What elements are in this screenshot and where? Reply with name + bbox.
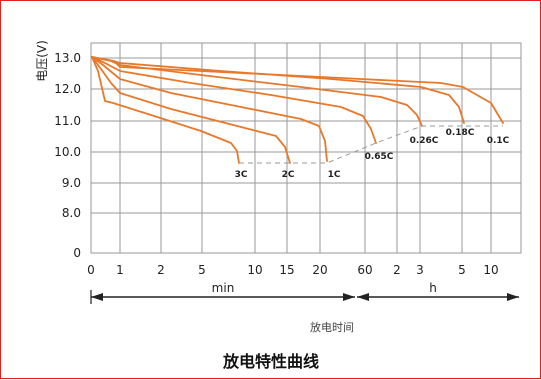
x-unit-spans: min h — [90, 281, 519, 304]
y-tick-label: 11.0 — [54, 114, 81, 128]
arrow-right-icon — [343, 293, 355, 301]
x-tick-label: 20 — [312, 263, 327, 277]
rate-labels: 3C 2C 1C 0.65C 0.26C 0.18C 0.1C — [235, 128, 510, 180]
y-tick-label: 0 — [73, 246, 81, 260]
x-tick-label: 3 — [416, 263, 424, 277]
x-tick-label: 5 — [458, 263, 466, 277]
end-voltage-line — [239, 125, 503, 164]
grid — [90, 42, 522, 254]
x-tick-label: 2 — [157, 263, 165, 277]
x-tick-label: 60 — [357, 263, 372, 277]
y-tick-label: 10.0 — [54, 145, 81, 159]
x-tick-label: 0 — [87, 263, 95, 277]
x-tick-label: 2 — [393, 263, 401, 277]
arrow-right-icon — [507, 293, 519, 301]
y-tick-label: 12.0 — [54, 82, 81, 96]
rate-label: 0.18C — [446, 128, 475, 138]
rate-label: 0.65C — [365, 152, 394, 162]
x-tick-label: 1 — [116, 263, 124, 277]
curve-3C — [91, 56, 240, 164]
discharge-curves — [91, 56, 504, 164]
unit-label: h — [429, 281, 437, 295]
curve-0_1C — [91, 56, 504, 124]
rate-label: 2C — [282, 170, 295, 180]
rate-label: 3C — [235, 170, 248, 180]
y-tick-label: 9.0 — [62, 176, 81, 190]
x-axis-label: 放电时间 — [310, 320, 354, 334]
curve-0_26C — [91, 56, 423, 127]
rate-label: 0.1C — [487, 136, 510, 146]
y-tick-label: 13.0 — [54, 51, 81, 65]
curve-1C — [91, 56, 328, 162]
arrow-left-icon — [357, 293, 369, 301]
unit-label: min — [212, 281, 235, 295]
y-axis-label: 电压(V) — [35, 40, 49, 82]
y-tick-label: 8.0 — [62, 206, 81, 220]
curve-2C — [91, 56, 291, 164]
rate-label: 0.26C — [410, 136, 439, 146]
x-tick-label: 15 — [279, 263, 294, 277]
x-tick-label: 10 — [247, 263, 262, 277]
rate-label: 1C — [328, 170, 341, 180]
x-tick-label: 10 — [483, 263, 498, 277]
x-tick-labels: 0 1 2 5 10 15 20 60 2 3 5 10 — [87, 263, 498, 277]
x-tick-label: 5 — [198, 263, 206, 277]
plot-area — [90, 42, 522, 254]
y-tick-labels: 0 8.0 9.0 10.0 11.0 12.0 13.0 — [54, 51, 81, 260]
arrow-left-icon — [91, 293, 103, 301]
chart-title: 放电特性曲线 — [222, 352, 319, 371]
curve-0_65C — [91, 56, 377, 144]
